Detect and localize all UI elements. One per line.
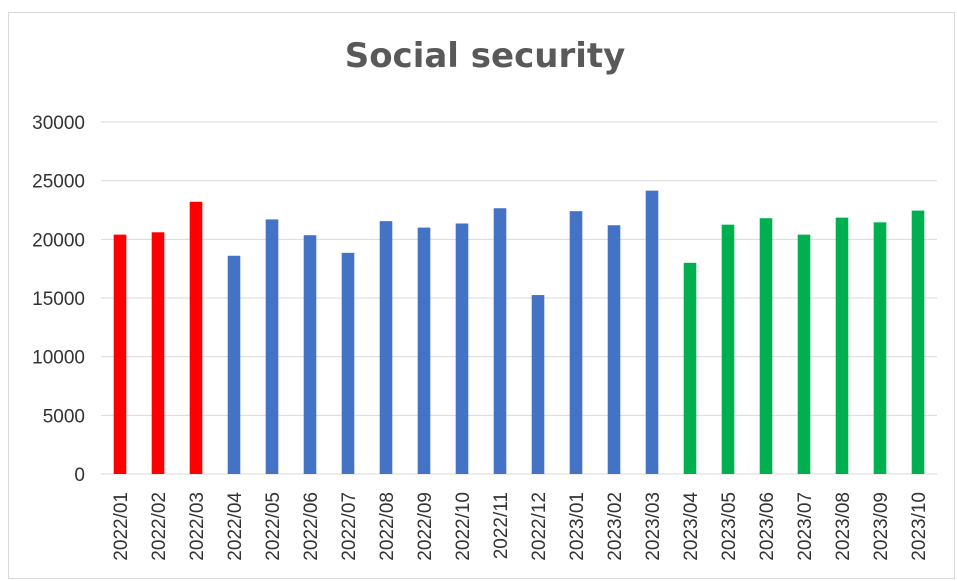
bar	[417, 227, 431, 474]
bar	[683, 262, 697, 474]
x-tick-label: 2023/02	[605, 492, 626, 561]
bar	[607, 225, 621, 474]
gridlines	[101, 121, 937, 475]
y-axis-ticks: 0 5000 10000 15000 20000 25000 30000	[32, 113, 85, 486]
bar	[911, 210, 925, 474]
x-tick-label: 2023/01	[567, 492, 588, 561]
bar	[455, 223, 469, 474]
x-axis-ticks: 2022/01 2022/02 2022/03 2022/04 2022/05 2022/…	[111, 492, 930, 561]
x-tick-label: 2022/12	[529, 492, 550, 561]
x-tick-label: 2022/05	[263, 492, 284, 561]
chart-title: Social security	[344, 36, 626, 76]
bar	[759, 218, 773, 474]
bar	[227, 255, 241, 474]
x-tick-label: 2022/01	[111, 492, 132, 561]
bar	[189, 201, 203, 474]
bar	[873, 222, 887, 474]
x-tick-label: 2022/08	[377, 492, 398, 561]
bar	[721, 224, 735, 474]
x-tick-label: 2022/07	[339, 492, 360, 561]
x-tick-label: 2023/10	[909, 492, 930, 561]
y-tick-label: 5000	[43, 406, 85, 427]
x-tick-label: 2023/05	[719, 492, 740, 561]
x-tick-label: 2022/11	[491, 492, 512, 559]
x-tick-label: 2023/06	[757, 492, 778, 561]
x-tick-label: 2022/03	[187, 492, 208, 561]
bar	[265, 219, 279, 474]
x-tick-label: 2022/02	[149, 492, 170, 561]
y-tick-label: 25000	[32, 172, 85, 193]
y-tick-label: 20000	[32, 230, 85, 251]
bar	[379, 221, 393, 474]
x-tick-label: 2022/10	[453, 492, 474, 561]
x-tick-label: 2023/09	[871, 492, 892, 561]
x-tick-label: 2023/03	[643, 492, 664, 561]
bar	[303, 235, 317, 474]
bar	[341, 252, 355, 474]
bar	[151, 232, 165, 474]
bar	[645, 190, 659, 474]
x-tick-label: 2022/04	[225, 492, 246, 561]
bars	[113, 190, 925, 475]
y-tick-label: 30000	[32, 113, 85, 134]
y-tick-label: 0	[74, 465, 85, 486]
y-tick-label: 10000	[32, 348, 85, 369]
y-tick-label: 15000	[32, 289, 85, 310]
chart-frame	[8, 12, 955, 579]
bar	[797, 234, 811, 474]
x-tick-label: 2022/06	[301, 492, 322, 561]
bar	[493, 208, 507, 475]
bar	[113, 234, 127, 474]
x-tick-label: 2023/08	[833, 492, 854, 561]
x-tick-label: 2023/07	[795, 492, 816, 561]
bar	[569, 211, 583, 474]
x-tick-label: 2023/04	[681, 492, 702, 561]
bar	[835, 217, 849, 475]
bar	[531, 295, 545, 474]
x-tick-label: 2022/09	[415, 492, 436, 561]
